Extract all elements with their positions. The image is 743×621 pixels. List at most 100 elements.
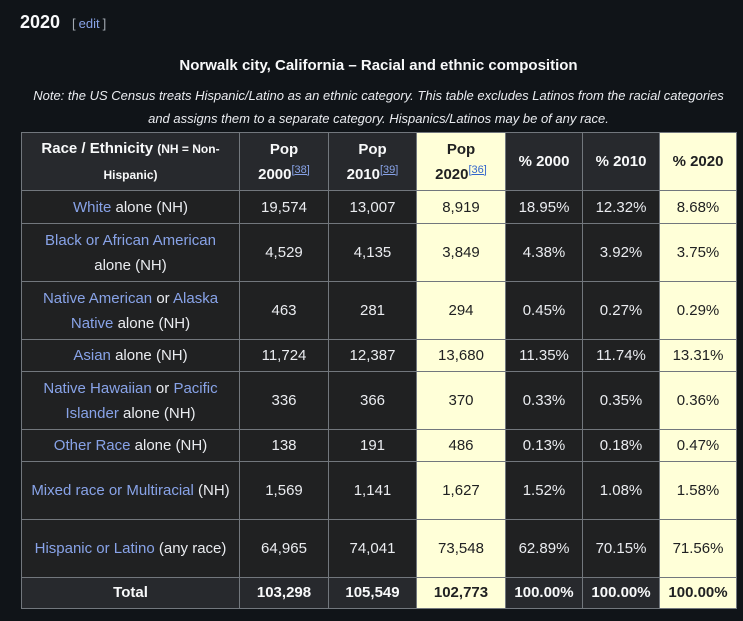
race-link[interactable]: White	[72, 198, 112, 216]
pct-2010-cell: 70.15%	[582, 519, 660, 578]
pop-2000-cell: 463	[239, 281, 329, 340]
total-row: Total 103,298 105,549 102,773 100.00% 10…	[21, 577, 737, 609]
table-caption-title: Norwalk city, California – Racial and et…	[179, 57, 578, 74]
race-cell: White alone (NH)	[21, 190, 240, 224]
pop-2010-cell: 191	[328, 429, 417, 462]
pop-2010-cell: 366	[328, 371, 417, 430]
total-pct-2020: 100.00%	[659, 577, 737, 609]
pct-2010-cell: 12.32%	[582, 190, 660, 224]
race-link[interactable]: Native Hawaiian	[43, 379, 152, 397]
race-suffix: alone (NH)	[113, 314, 191, 332]
pct-2000-cell: 0.45%	[505, 281, 583, 340]
pct-2020-cell: 0.29%	[659, 281, 737, 340]
table-row: Asian alone (NH) 11,724 12,387 13,680 11…	[21, 339, 737, 372]
section-title: 2020	[20, 12, 61, 32]
pop-2020-cell: 294	[416, 281, 506, 340]
pop-2020-cell: 13,680	[416, 339, 506, 372]
pct-2010-cell: 0.35%	[582, 371, 660, 430]
race-suffix: alone (NH)	[94, 256, 167, 274]
header-pop-2000-label: Pop 2000	[258, 140, 299, 183]
pct-2020-cell: 1.58%	[659, 461, 737, 520]
header-race-note: (NH = Non-Hispanic)	[103, 141, 220, 182]
pop-2000-cell: 336	[239, 371, 329, 430]
race-link-secondary[interactable]: Pacific Islander	[65, 379, 218, 422]
header-pop-2010-label: Pop 2010	[346, 140, 387, 183]
pct-2000-cell: 1.52%	[505, 461, 583, 520]
edit-link[interactable]: edit	[78, 16, 100, 31]
ref-link-38[interactable]: [38]	[291, 163, 310, 176]
pop-2020-cell: 1,627	[416, 461, 506, 520]
total-pop-2010: 105,549	[328, 577, 417, 609]
header-pop-2010: Pop 2010[39]	[328, 132, 417, 191]
race-link[interactable]: Hispanic or Latino	[34, 540, 155, 557]
total-label: Total	[21, 577, 240, 609]
race-suffix: alone (NH)	[111, 198, 189, 216]
header-pop-2020: Pop 2020[36]	[416, 132, 506, 191]
race-cell: Native Hawaiian or Pacific Islander alon…	[21, 371, 240, 430]
ref-link-36[interactable]: [36]	[468, 163, 487, 176]
table-row: White alone (NH) 19,574 13,007 8,919 18.…	[21, 190, 737, 224]
pct-2000-cell: 0.33%	[505, 371, 583, 430]
race-link[interactable]: Other Race	[53, 437, 131, 454]
pct-2000-cell: 0.13%	[505, 429, 583, 462]
race-link[interactable]: Native American	[42, 289, 153, 307]
pop-2010-cell: 12,387	[328, 339, 417, 372]
header-pct-2010: % 2010	[582, 132, 660, 191]
header-race: Race / Ethnicity (NH = Non-Hispanic)	[21, 132, 240, 191]
total-pop-2000: 103,298	[239, 577, 329, 609]
table-row: Hispanic or Latino (any race) 64,965 74,…	[21, 519, 737, 578]
pct-2020-cell: 0.47%	[659, 429, 737, 462]
header-pct-2020: % 2020	[659, 132, 737, 191]
pop-2000-cell: 1,569	[239, 461, 329, 520]
race-cell: Other Race alone (NH)	[21, 429, 240, 462]
race-suffix: (any race)	[154, 540, 227, 557]
table-row: Mixed race or Multiracial (NH) 1,569 1,1…	[21, 461, 737, 520]
race-link[interactable]: Asian	[73, 347, 111, 364]
pct-2020-cell: 13.31%	[659, 339, 737, 372]
pct-2010-cell: 3.92%	[582, 223, 660, 282]
pct-2020-cell: 8.68%	[659, 190, 737, 224]
table-row: Other Race alone (NH) 138 191 486 0.13% …	[21, 429, 737, 462]
edit-bracket-open: [	[72, 16, 76, 31]
pop-2020-cell: 3,849	[416, 223, 506, 282]
race-sep: or	[152, 289, 174, 307]
pct-2010-cell: 0.18%	[582, 429, 660, 462]
race-cell: Native American or Alaska Native alone (…	[21, 281, 240, 340]
pop-2000-cell: 4,529	[239, 223, 329, 282]
total-pop-2020: 102,773	[416, 577, 506, 609]
pct-2020-cell: 0.36%	[659, 371, 737, 430]
edit-bracket-close: ]	[102, 16, 107, 31]
header-pct-2000: % 2000	[505, 132, 583, 191]
pct-2010-cell: 1.08%	[582, 461, 660, 520]
race-suffix: alone (NH)	[110, 347, 188, 364]
header-pop-2000: Pop 2000[38]	[239, 132, 329, 191]
table-row: Black or African American alone (NH) 4,5…	[21, 223, 737, 282]
pct-2020-cell: 3.75%	[659, 223, 737, 282]
race-link[interactable]: Mixed race or Multiracial	[31, 482, 194, 499]
race-cell: Hispanic or Latino (any race)	[21, 519, 240, 578]
race-cell: Asian alone (NH)	[21, 339, 240, 372]
pop-2020-cell: 486	[416, 429, 506, 462]
total-pct-2000: 100.00%	[505, 577, 583, 609]
pct-2020-cell: 71.56%	[659, 519, 737, 578]
pop-2000-cell: 11,724	[239, 339, 329, 372]
pct-2000-cell: 62.89%	[505, 519, 583, 578]
table-caption-note: Note: the US Census treats Hispanic/Lati…	[33, 88, 724, 126]
race-link[interactable]: Black or African American	[45, 231, 216, 249]
race-suffix: alone (NH)	[118, 404, 196, 422]
pop-2000-cell: 19,574	[239, 190, 329, 224]
ref-link-39[interactable]: [39]	[380, 163, 399, 176]
race-sep: or	[151, 379, 174, 397]
pop-2010-cell: 281	[328, 281, 417, 340]
header-race-label: Race / Ethnicity	[41, 139, 154, 157]
pct-2010-cell: 0.27%	[582, 281, 660, 340]
pop-2020-cell: 8,919	[416, 190, 506, 224]
pct-2000-cell: 11.35%	[505, 339, 583, 372]
pop-2010-cell: 4,135	[328, 223, 417, 282]
race-link-secondary[interactable]: Alaska Native	[70, 289, 219, 332]
pct-2000-cell: 4.38%	[505, 223, 583, 282]
race-suffix: alone (NH)	[130, 437, 208, 454]
race-cell: Black or African American alone (NH)	[21, 223, 240, 282]
pct-2000-cell: 18.95%	[505, 190, 583, 224]
